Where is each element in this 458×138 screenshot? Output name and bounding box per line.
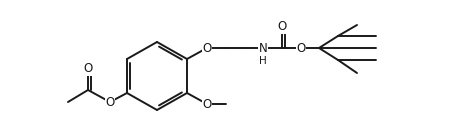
Text: O: O bbox=[83, 63, 93, 75]
Text: H: H bbox=[259, 56, 267, 66]
Text: O: O bbox=[202, 98, 212, 111]
Text: O: O bbox=[296, 42, 305, 55]
Text: O: O bbox=[202, 42, 212, 55]
Text: N: N bbox=[259, 42, 267, 55]
Text: O: O bbox=[278, 21, 287, 34]
Text: O: O bbox=[105, 95, 114, 108]
